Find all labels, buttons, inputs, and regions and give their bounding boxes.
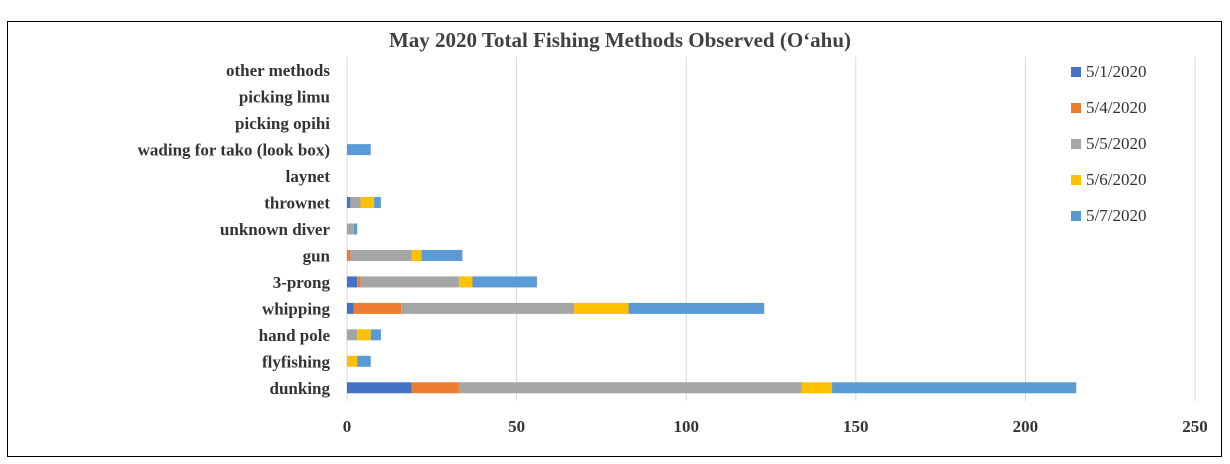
- bar-segment: [411, 382, 459, 394]
- bar-segment: [411, 249, 422, 261]
- bar-segment: [472, 276, 537, 288]
- chart-title: May 2020 Total Fishing Methods Observed …: [389, 28, 851, 52]
- x-tick-label: 100: [673, 417, 699, 436]
- bar-segment: [401, 302, 575, 314]
- legend: 5/1/2020 5/4/2020 5/5/2020 5/6/2020 5/7/2020: [1071, 62, 1146, 225]
- bar-segment: [353, 302, 402, 314]
- bar-segment: [347, 276, 358, 288]
- x-tick-label: 150: [843, 417, 869, 436]
- category-labels: dunking flyfishing hand pole whipping 3-pron…: [138, 61, 331, 398]
- bar-segment: [628, 302, 765, 314]
- category-label: flyfishing: [262, 352, 331, 371]
- bar-segment: [832, 382, 1077, 394]
- bar-segment: [374, 197, 381, 209]
- bar-segment: [347, 329, 358, 341]
- bar-segment: [353, 223, 358, 235]
- bar-segment: [801, 382, 833, 394]
- bar-segment: [370, 329, 381, 341]
- gridlines: [346, 57, 1196, 401]
- category-label: thrownet: [264, 194, 330, 213]
- bar-segment: [347, 144, 371, 156]
- bar-segment: [421, 249, 463, 261]
- bar-segment: [347, 302, 354, 314]
- category-label: dunking: [270, 379, 331, 398]
- legend-label: 5/4/2020: [1086, 98, 1146, 117]
- bar-segment: [347, 223, 354, 235]
- x-tick-label: 50: [508, 417, 525, 436]
- bar-segment: [357, 355, 371, 367]
- legend-label: 5/7/2020: [1086, 206, 1146, 225]
- x-tick-label: 200: [1013, 417, 1039, 436]
- category-label: other methods: [226, 61, 330, 80]
- category-label: picking limu: [239, 88, 330, 107]
- bar-segment: [350, 249, 412, 261]
- category-label: 3-prong: [273, 273, 331, 292]
- category-label: unknown diver: [220, 220, 331, 239]
- legend-swatch: [1071, 67, 1081, 77]
- bar-segment: [347, 197, 351, 209]
- bar-segment: [574, 302, 629, 314]
- legend-swatch: [1071, 175, 1081, 185]
- legend-swatch: [1071, 211, 1081, 221]
- category-label: hand pole: [259, 326, 331, 345]
- category-label: whipping: [262, 299, 331, 318]
- category-label: wading for tako (look box): [138, 141, 330, 160]
- bar-segment: [347, 249, 351, 261]
- bar-segment: [360, 197, 375, 209]
- x-tick-label: 0: [343, 417, 352, 436]
- category-label: gun: [303, 246, 331, 265]
- bar-segment: [357, 276, 361, 288]
- bar-segment: [347, 355, 358, 367]
- legend-label: 5/5/2020: [1086, 134, 1146, 153]
- category-label: laynet: [286, 167, 331, 186]
- x-tick-labels: 0 50 100 150 200 250: [343, 417, 1208, 436]
- bar-segment: [360, 276, 459, 288]
- bar-segment: [347, 382, 412, 394]
- bars: [347, 144, 1077, 394]
- bar-segment: [357, 329, 371, 341]
- legend-swatch: [1071, 103, 1081, 113]
- bar-segment: [350, 197, 361, 209]
- bar-segment: [458, 382, 802, 394]
- legend-label: 5/6/2020: [1086, 170, 1146, 189]
- legend-swatch: [1071, 139, 1081, 149]
- x-tick-label: 250: [1182, 417, 1208, 436]
- bar-segment: [458, 276, 473, 288]
- category-label: picking opihi: [235, 114, 330, 133]
- legend-label: 5/1/2020: [1086, 62, 1146, 81]
